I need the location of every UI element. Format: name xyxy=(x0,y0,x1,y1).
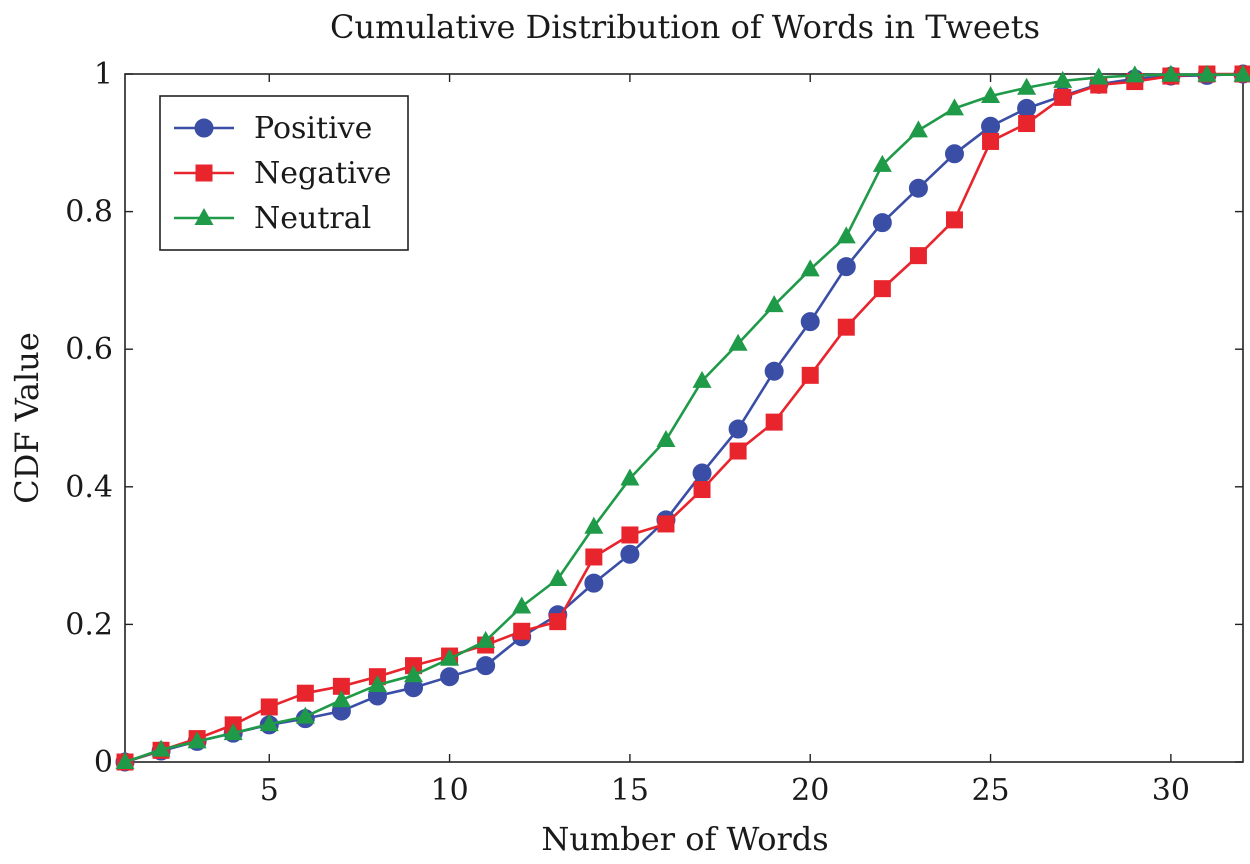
data-point-positive xyxy=(981,116,1001,136)
data-point-positive xyxy=(944,144,964,164)
data-point-negative xyxy=(801,366,819,384)
data-point-neutral xyxy=(1017,77,1037,95)
data-point-neutral xyxy=(440,648,460,666)
data-point-neutral xyxy=(872,154,892,172)
data-point-positive xyxy=(476,656,496,676)
data-point-negative xyxy=(729,442,747,460)
y-tick-label: 0.2 xyxy=(65,607,113,642)
data-point-negative xyxy=(909,247,927,265)
data-point-positive xyxy=(1017,98,1037,118)
data-point-neutral xyxy=(404,665,424,683)
data-point-negative xyxy=(657,515,675,533)
data-point-neutral xyxy=(367,674,387,692)
data-point-negative xyxy=(873,280,891,298)
data-point-neutral xyxy=(295,706,315,724)
data-point-neutral xyxy=(944,98,964,116)
data-point-positive xyxy=(764,361,784,381)
data-point-negative xyxy=(260,698,278,716)
data-point-positive xyxy=(620,544,640,564)
data-point-neutral xyxy=(584,516,604,534)
data-point-neutral xyxy=(548,568,568,586)
data-point-negative xyxy=(945,211,963,229)
data-point-neutral xyxy=(908,120,928,138)
data-point-neutral xyxy=(836,226,856,244)
data-point-neutral xyxy=(1125,65,1145,83)
data-point-positive xyxy=(728,419,748,439)
plot-area: 5 10 15 20 25 30 0 0.2 0.4 0.6 0.8 1 xyxy=(65,57,1250,808)
data-point-negative xyxy=(585,548,603,566)
data-point-neutral xyxy=(620,468,640,486)
y-tick-label: 0.4 xyxy=(65,470,113,505)
data-point-neutral xyxy=(331,690,351,708)
data-point-positive xyxy=(872,213,892,233)
legend-marker-neutral xyxy=(194,208,214,225)
data-point-positive xyxy=(692,463,712,483)
data-point-positive xyxy=(440,667,460,687)
data-point-neutral xyxy=(764,295,784,313)
x-axis-label: Number of Words xyxy=(541,820,828,858)
chart-title: Cumulative Distribution of Words in Twee… xyxy=(330,8,1040,46)
y-tick-label: 1 xyxy=(94,57,113,92)
data-point-neutral xyxy=(1197,64,1217,82)
x-tick-label: 25 xyxy=(971,773,1009,808)
data-point-neutral xyxy=(800,259,820,277)
data-point-neutral xyxy=(512,596,532,614)
data-point-neutral xyxy=(187,731,207,749)
data-point-neutral xyxy=(259,714,279,732)
data-point-negative xyxy=(982,132,1000,150)
data-point-neutral xyxy=(1053,70,1073,88)
data-point-negative xyxy=(765,413,783,431)
data-point-neutral xyxy=(223,723,243,741)
y-tick-label: 0 xyxy=(94,745,113,780)
x-tick-label: 30 xyxy=(1152,773,1190,808)
legend: Positive Negative Neutral xyxy=(159,95,409,251)
x-tick-label: 5 xyxy=(260,773,279,808)
data-point-neutral xyxy=(981,86,1001,104)
legend-label-negative: Negative xyxy=(254,156,391,191)
x-tick-label: 15 xyxy=(611,773,649,808)
data-point-neutral xyxy=(476,630,496,648)
data-point-negative xyxy=(1018,115,1036,133)
data-point-negative xyxy=(332,677,350,695)
data-point-positive xyxy=(836,257,856,277)
data-point-positive xyxy=(908,178,928,198)
legend-label-neutral: Neutral xyxy=(254,201,371,236)
plot-frame xyxy=(124,73,1244,763)
data-point-negative xyxy=(837,318,855,336)
data-point-neutral xyxy=(1233,64,1250,82)
data-point-negative xyxy=(549,613,567,631)
data-point-positive xyxy=(584,573,604,593)
data-point-neutral xyxy=(151,739,171,757)
data-point-negative xyxy=(513,622,531,640)
x-tick-label: 20 xyxy=(791,773,829,808)
legend-marker-positive xyxy=(194,118,214,138)
data-point-neutral xyxy=(1161,64,1181,82)
data-point-negative xyxy=(1054,88,1072,106)
data-point-negative xyxy=(621,526,639,544)
data-point-neutral xyxy=(115,752,135,769)
data-point-neutral xyxy=(692,370,712,388)
data-point-positive xyxy=(800,312,820,332)
data-point-neutral xyxy=(728,333,748,351)
data-point-negative xyxy=(693,481,711,499)
legend-label-positive: Positive xyxy=(254,111,372,146)
data-point-neutral xyxy=(1089,67,1109,85)
x-tick-label: 10 xyxy=(430,773,468,808)
y-tick-label: 0.8 xyxy=(65,195,113,230)
legend-marker-negative xyxy=(195,164,213,182)
series-neutral xyxy=(115,64,1250,769)
y-axis-label: CDF Value xyxy=(8,332,46,504)
data-point-negative xyxy=(296,684,314,702)
data-point-neutral xyxy=(656,430,676,448)
y-tick-label: 0.6 xyxy=(65,332,113,367)
